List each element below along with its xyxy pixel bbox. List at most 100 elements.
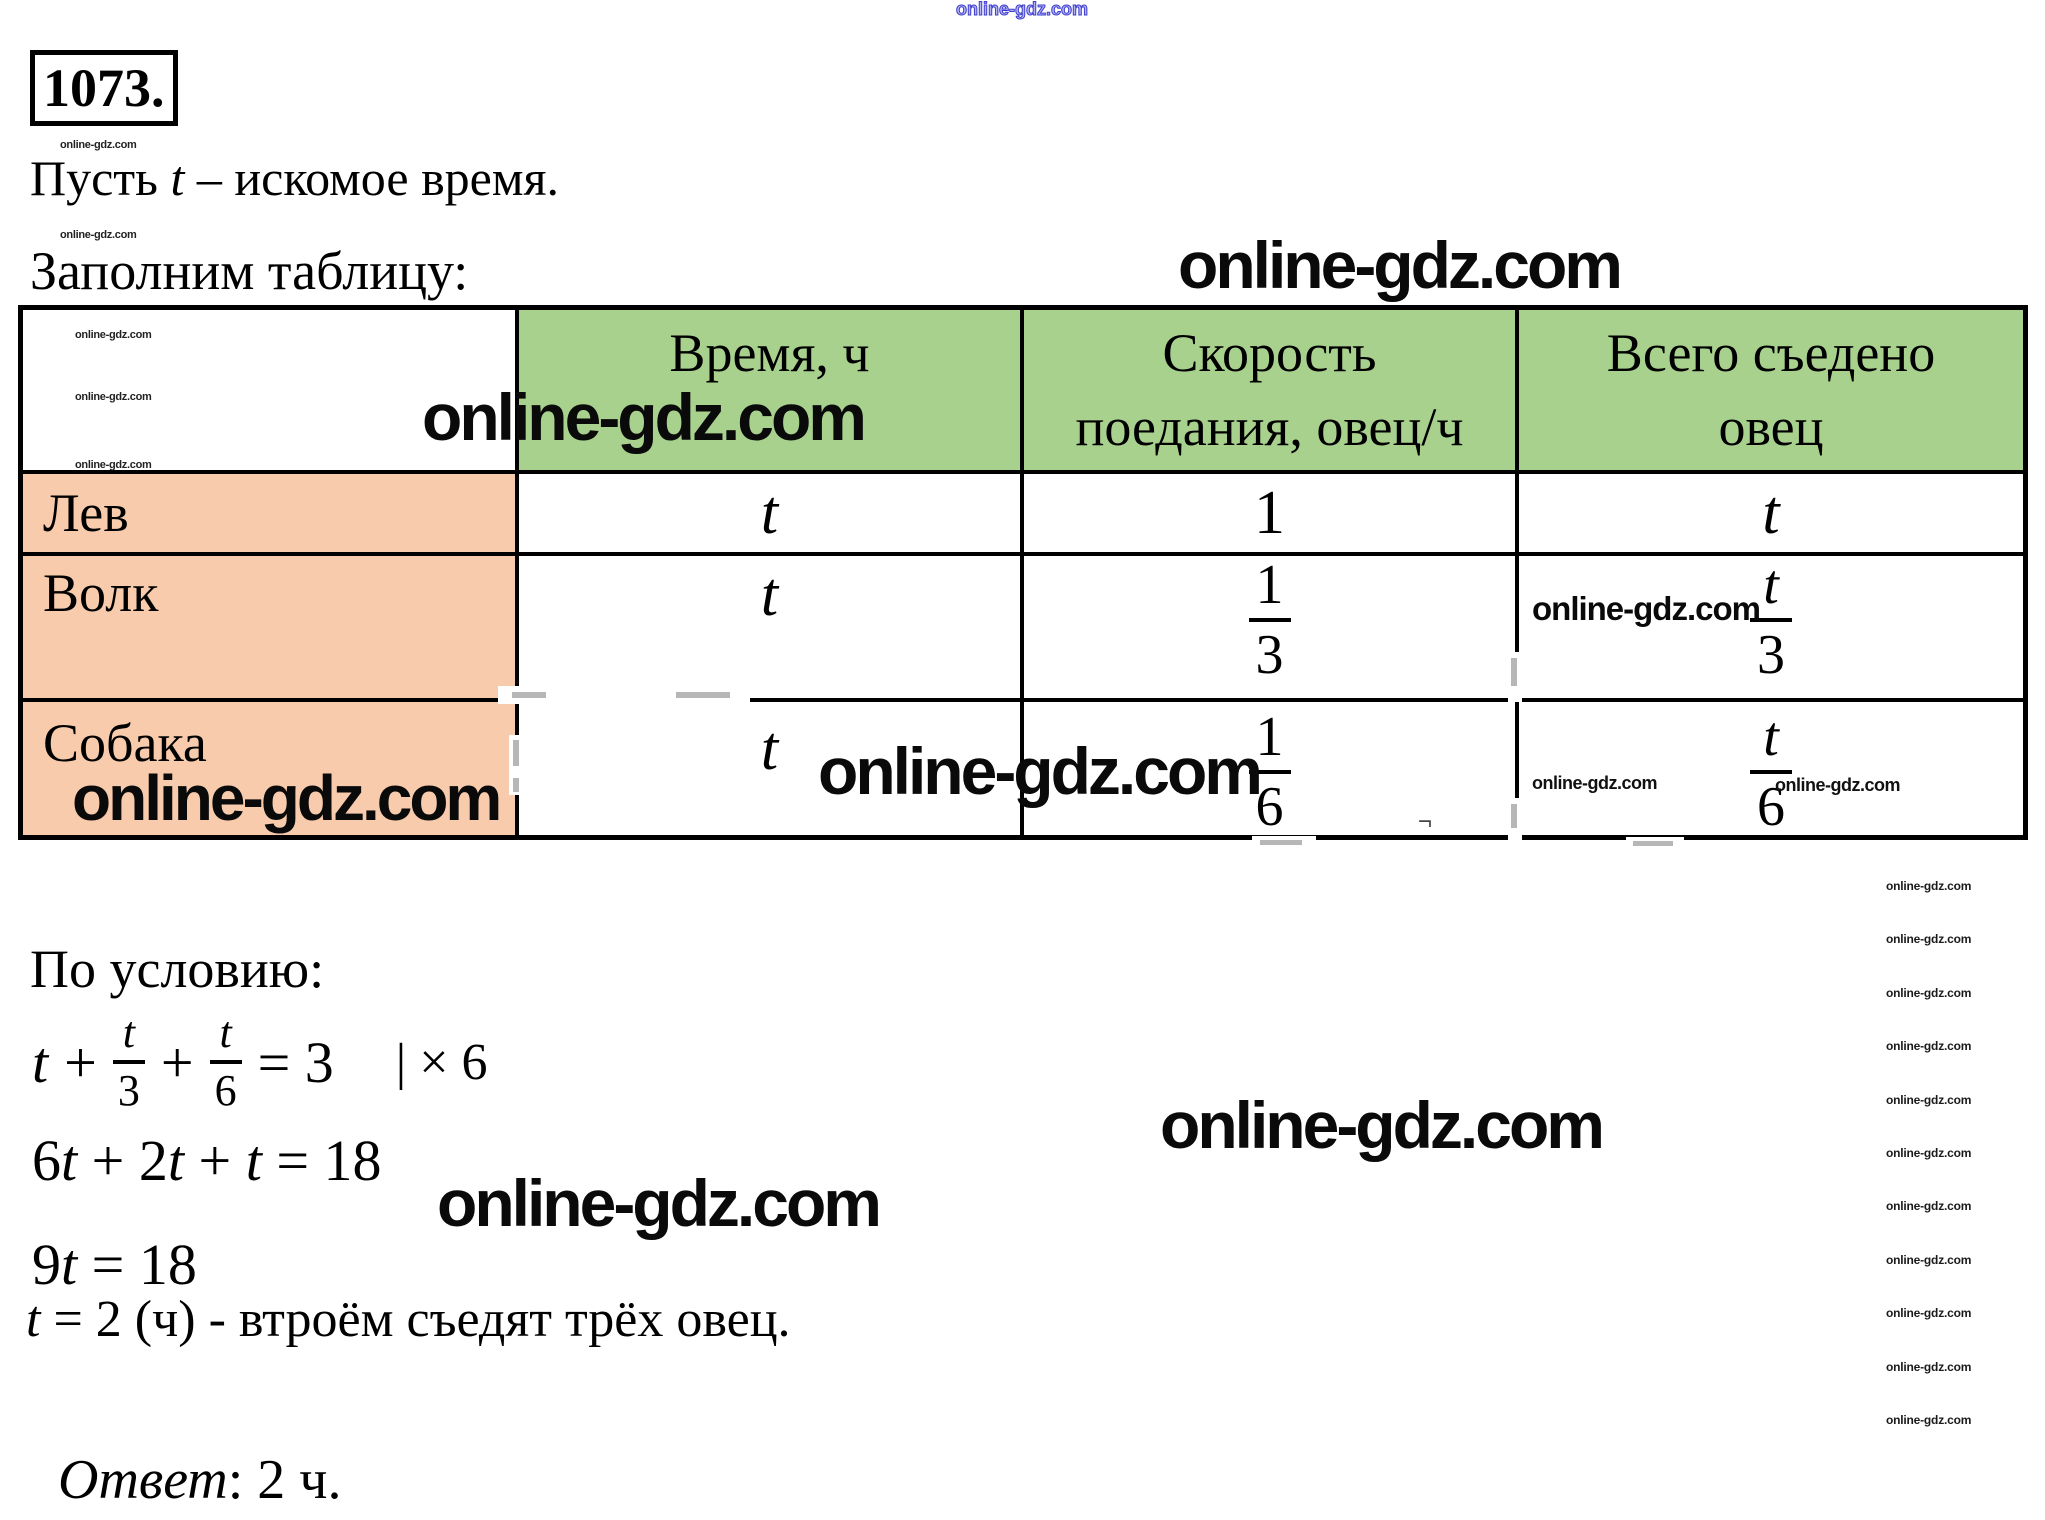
text-run: t bbox=[26, 1291, 41, 1348]
text-run: = 18 bbox=[77, 1232, 197, 1297]
row-lion-total-value: t bbox=[1762, 478, 1780, 547]
row-lion-time-cell: t bbox=[519, 474, 1024, 556]
artifact bbox=[676, 692, 730, 698]
artifact bbox=[1511, 804, 1517, 828]
header-total-line1: Всего съедено bbox=[1606, 323, 1936, 383]
watermark-right-column: online-gdz.com bbox=[1886, 932, 1972, 946]
watermark-tiny: online-gdz.com bbox=[60, 229, 137, 241]
fraction-numerator: t bbox=[122, 1008, 135, 1057]
watermark-right-column: online-gdz.com bbox=[1886, 1306, 1972, 1320]
watermark-right-column: online-gdz.com bbox=[1886, 986, 1972, 1000]
row-lion-label: Лев bbox=[43, 483, 129, 543]
watermark-right-column: online-gdz.com bbox=[1886, 1039, 1972, 1053]
text-run: t bbox=[61, 1128, 78, 1193]
eq1-fraction-t6: t 6 bbox=[209, 1008, 242, 1115]
fraction-denominator: 3 bbox=[1255, 624, 1284, 686]
text-run: + bbox=[183, 1128, 246, 1193]
eq1-plus1: + bbox=[64, 1029, 97, 1095]
text-run: t bbox=[170, 150, 185, 206]
row-dog-total-cell: t 6 bbox=[1519, 702, 2023, 836]
text-run: = 2 (ч) - втроём съедят трёх овец. bbox=[40, 1291, 791, 1348]
row-lion-rate-value: 1 bbox=[1254, 478, 1285, 547]
header-total-line2: овец bbox=[1718, 397, 1824, 457]
equation-step2: 6t + 2t + t = 18 bbox=[32, 1128, 382, 1195]
watermark-tiny: online-gdz.com bbox=[75, 391, 152, 403]
watermark-large: online-gdz.com bbox=[72, 762, 502, 834]
artifact bbox=[513, 740, 519, 766]
text-run: 9 bbox=[32, 1232, 61, 1297]
fraction-denominator: 3 bbox=[117, 1066, 140, 1115]
watermark-right-column: online-gdz.com bbox=[1886, 1146, 1972, 1160]
watermark-large: online-gdz.com bbox=[1178, 228, 1623, 302]
equation-main: t + t 3 + t 6 = 3 | × 6 bbox=[32, 1010, 504, 1114]
fraction-bar bbox=[1750, 770, 1792, 774]
watermark-right-column: online-gdz.com bbox=[1886, 879, 1972, 893]
row-lion-time-value: t bbox=[760, 478, 779, 547]
fraction-dog-total: t 6 bbox=[1750, 708, 1792, 836]
artifact bbox=[512, 692, 546, 698]
fraction-denominator: 6 bbox=[1757, 776, 1785, 838]
text-run: + 2 bbox=[77, 1128, 168, 1193]
watermark-right-column: online-gdz.com bbox=[1886, 1413, 1972, 1427]
watermark-medium: online-gdz.com bbox=[1532, 590, 1761, 627]
watermark-small: online-gdz.com bbox=[1775, 775, 1901, 795]
fraction-bar bbox=[1248, 618, 1291, 622]
row-lion-total-cell: t bbox=[1519, 474, 2023, 556]
problem-number: 1073. bbox=[43, 58, 165, 118]
equation-step3: 9t = 18 bbox=[32, 1232, 197, 1299]
row-dog-time-value: t bbox=[760, 715, 779, 783]
text-run: – искомое время. bbox=[184, 150, 560, 206]
fraction-dog-rate: 1 6 bbox=[1248, 706, 1291, 838]
row-lion-label-cell: Лев bbox=[23, 474, 519, 556]
eq1-fraction-t3: t 3 bbox=[112, 1008, 145, 1115]
row-lion-rate-cell: 1 bbox=[1024, 474, 1519, 556]
text-run: Пусть bbox=[30, 150, 171, 206]
row-wolf-total-cell: t 3 bbox=[1519, 556, 2023, 702]
answer-line: Ответ: 2 ч. bbox=[58, 1448, 341, 1512]
condition-heading: По условию: bbox=[30, 939, 325, 999]
header-rate-line1: Скорость bbox=[1162, 323, 1377, 383]
watermark-large: online-gdz.com bbox=[422, 380, 867, 454]
fraction-denominator: 3 bbox=[1757, 624, 1785, 686]
row-wolf-rate-cell: 1 3 bbox=[1024, 556, 1519, 702]
artifact bbox=[513, 778, 519, 792]
watermark-right-column: online-gdz.com bbox=[1886, 1253, 1972, 1267]
row-dog-rate-cell: 1 6 bbox=[1024, 702, 1519, 838]
fraction-bar bbox=[1248, 770, 1291, 774]
watermark-tiny: online-gdz.com bbox=[75, 329, 152, 341]
header-rate-line2: поедания, овец/ч bbox=[1075, 397, 1464, 457]
artifact bbox=[498, 686, 750, 704]
header-time-label: Время, ч bbox=[669, 323, 870, 383]
artifact bbox=[1511, 658, 1517, 686]
text-run: Ответ bbox=[58, 1449, 228, 1511]
artifact-glyph: ¬ bbox=[1418, 808, 1433, 835]
eq1-t: t bbox=[32, 1029, 49, 1095]
watermark-right-column: online-gdz.com bbox=[1886, 1360, 1972, 1374]
watermark-large: online-gdz.com bbox=[1160, 1088, 1605, 1162]
row-wolf-time-cell: t bbox=[519, 556, 1024, 702]
fraction-denominator: 6 bbox=[214, 1066, 237, 1115]
watermark-right-column: online-gdz.com bbox=[1886, 1093, 1972, 1107]
fraction-numerator: 1 bbox=[1255, 706, 1284, 768]
intro-line-fill-table: Заполним таблицу: bbox=[30, 241, 469, 301]
equation-result: t = 2 (ч) - втроём съедят трёх овец. bbox=[26, 1290, 791, 1350]
table-header-rate: Скорость поедания, овец/ч bbox=[1024, 310, 1519, 474]
table-header-total: Всего съедено овец bbox=[1519, 310, 2023, 474]
row-dog-label-cell: Собака bbox=[23, 702, 519, 835]
watermark-large: online-gdz.com bbox=[437, 1166, 882, 1240]
fraction-wolf-rate: 1 3 bbox=[1248, 556, 1291, 686]
fraction-bar bbox=[209, 1060, 242, 1064]
text-run: = 18 bbox=[261, 1128, 382, 1193]
artifact bbox=[1260, 840, 1302, 845]
row-wolf-label-cell: Волк bbox=[23, 556, 519, 702]
text-run: 6 bbox=[32, 1128, 61, 1193]
intro-line-let-t: Пусть t – искомое время. bbox=[30, 150, 559, 208]
row-wolf-label: Волк bbox=[43, 563, 159, 623]
artifact bbox=[1633, 841, 1673, 846]
watermark-tiny: online-gdz.com bbox=[60, 139, 137, 151]
fraction-numerator: t bbox=[219, 1008, 232, 1057]
fraction-denominator: 6 bbox=[1255, 776, 1284, 838]
watermark-small: online-gdz.com bbox=[1532, 773, 1658, 793]
text-run: t bbox=[245, 1128, 262, 1193]
